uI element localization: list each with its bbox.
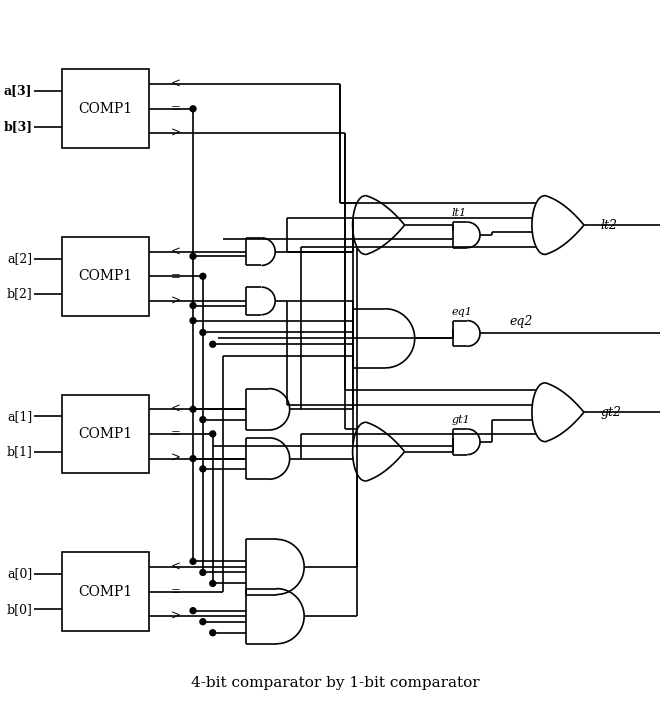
Text: =: = bbox=[170, 427, 180, 440]
Text: a[1]: a[1] bbox=[7, 410, 32, 423]
Text: b[2]: b[2] bbox=[7, 288, 32, 301]
Circle shape bbox=[190, 253, 196, 260]
Text: >: > bbox=[170, 294, 180, 307]
Circle shape bbox=[190, 608, 196, 614]
Circle shape bbox=[200, 416, 206, 422]
Text: b[3]: b[3] bbox=[3, 120, 32, 133]
Text: =: = bbox=[170, 102, 180, 115]
Text: lt1: lt1 bbox=[451, 208, 466, 218]
Circle shape bbox=[190, 302, 196, 309]
Text: a[0]: a[0] bbox=[7, 568, 32, 581]
Text: COMP1: COMP1 bbox=[79, 269, 133, 283]
Text: COMP1: COMP1 bbox=[79, 427, 133, 441]
Circle shape bbox=[210, 581, 216, 586]
Text: 4-bit comparator by 1-bit comparator: 4-bit comparator by 1-bit comparator bbox=[191, 676, 479, 690]
Text: =: = bbox=[170, 585, 180, 598]
Bar bbox=[62, 552, 148, 631]
Text: >: > bbox=[170, 127, 180, 140]
Circle shape bbox=[200, 619, 206, 625]
Text: <: < bbox=[170, 245, 180, 258]
Circle shape bbox=[200, 466, 206, 472]
Circle shape bbox=[190, 558, 196, 565]
Text: gt1: gt1 bbox=[451, 415, 470, 425]
Text: <: < bbox=[170, 77, 180, 90]
Text: a[2]: a[2] bbox=[7, 252, 32, 265]
Text: lt2: lt2 bbox=[601, 218, 618, 231]
Text: eq1: eq1 bbox=[451, 307, 472, 317]
Text: =: = bbox=[170, 270, 180, 283]
Text: eq2: eq2 bbox=[510, 315, 533, 328]
Text: COMP1: COMP1 bbox=[79, 102, 133, 116]
Text: a[3]: a[3] bbox=[4, 85, 32, 98]
Circle shape bbox=[200, 330, 206, 335]
Text: >: > bbox=[170, 452, 180, 465]
Text: b[1]: b[1] bbox=[7, 445, 32, 458]
Bar bbox=[62, 69, 148, 148]
Text: <: < bbox=[170, 403, 180, 416]
Bar bbox=[62, 237, 148, 316]
Bar bbox=[62, 395, 148, 474]
Circle shape bbox=[210, 630, 216, 636]
Circle shape bbox=[210, 431, 216, 437]
Circle shape bbox=[190, 106, 196, 112]
Circle shape bbox=[190, 317, 196, 324]
Circle shape bbox=[190, 455, 196, 461]
Text: b[0]: b[0] bbox=[7, 603, 32, 616]
Circle shape bbox=[210, 341, 216, 347]
Circle shape bbox=[200, 570, 206, 576]
Text: COMP1: COMP1 bbox=[79, 584, 133, 599]
Text: >: > bbox=[170, 609, 180, 623]
Text: gt2: gt2 bbox=[601, 406, 622, 419]
Circle shape bbox=[190, 406, 196, 412]
Text: <: < bbox=[170, 560, 180, 573]
Circle shape bbox=[200, 273, 206, 279]
